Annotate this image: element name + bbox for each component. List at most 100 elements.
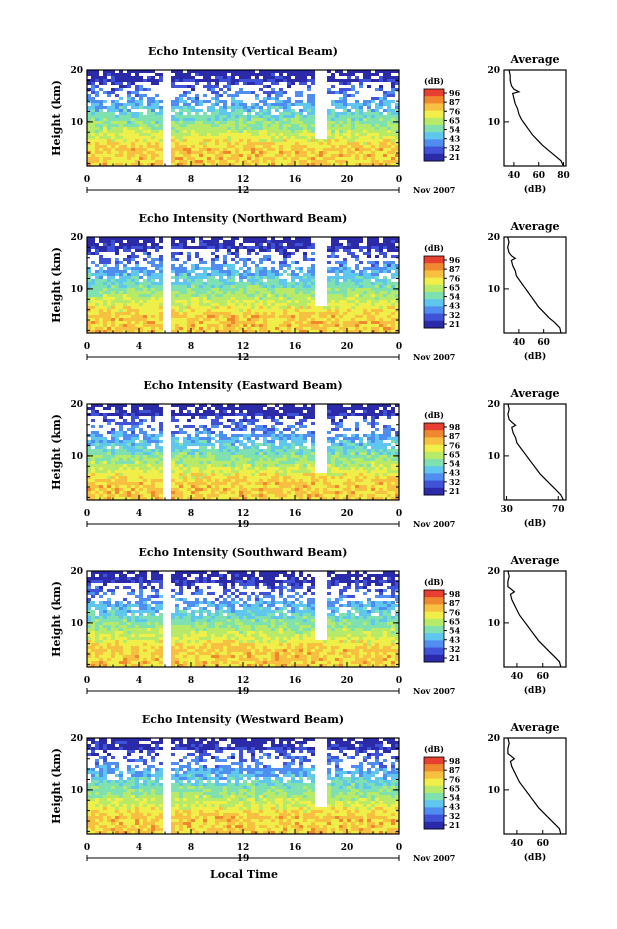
heatmap-cell: [299, 240, 303, 243]
heatmap-cell: [107, 115, 111, 118]
heatmap-cell: [91, 160, 95, 163]
heatmap-cell: [259, 118, 263, 121]
heatmap-cell: [343, 124, 347, 127]
heatmap-cell: [147, 327, 151, 330]
heatmap-cell: [287, 82, 291, 85]
heatmap-cell: [307, 407, 311, 410]
heatmap-cell: [231, 440, 235, 443]
heatmap-cell: [351, 324, 355, 327]
heatmap-cell: [219, 300, 223, 303]
heatmap-cell: [243, 139, 247, 142]
heatmap-cell: [143, 297, 147, 300]
heatmap-cell: [379, 309, 383, 312]
heatmap-cell: [359, 151, 363, 154]
heatmap-cell: [187, 106, 191, 109]
heatmap-cell: [119, 434, 123, 437]
heatmap-cell: [379, 163, 383, 166]
heatmap-cell: [107, 294, 111, 297]
heatmap-cell: [275, 318, 279, 321]
heatmap-cell: [87, 133, 91, 136]
heatmap-cell: [183, 133, 187, 136]
heatmap-cell: [191, 282, 195, 285]
heatmap-cell: [291, 124, 295, 127]
heatmap-cell: [195, 449, 199, 452]
heatmap-cell: [183, 130, 187, 133]
heatmap-cell: [303, 327, 307, 330]
heatmap-cell: [259, 82, 263, 85]
heatmap-cell: [203, 315, 207, 318]
heatmap-cell: [111, 237, 115, 240]
heatmap-cell: [367, 443, 371, 446]
heatmap-cell: [239, 79, 243, 82]
heatmap-cell: [191, 121, 195, 124]
heatmap-cell: [371, 410, 375, 413]
heatmap-cell: [143, 148, 147, 151]
heatmap-cell: [343, 416, 347, 419]
heatmap-cell: [391, 133, 395, 136]
heatmap-cell: [351, 407, 355, 410]
heatmap-cell: [311, 136, 315, 139]
heatmap-cell: [379, 127, 383, 130]
heatmap-cell: [171, 118, 175, 121]
heatmap-cell: [87, 127, 91, 130]
heatmap-cell: [87, 324, 91, 327]
heatmap-cell: [87, 139, 91, 142]
heatmap-cell: [87, 148, 91, 151]
heatmap-cell: [187, 413, 191, 416]
heatmap-cell: [371, 115, 375, 118]
heatmap-cell: [95, 136, 99, 139]
heatmap-cell: [191, 416, 195, 419]
heatmap-cell: [159, 312, 163, 315]
heatmap-cell: [151, 130, 155, 133]
heatmap-cell: [207, 428, 211, 431]
heatmap-cell: [243, 446, 247, 449]
heatmap-cell: [183, 103, 187, 106]
heatmap-cell: [283, 79, 287, 82]
heatmap-cell: [135, 404, 139, 407]
heatmap-cell: [287, 407, 291, 410]
heatmap-cell: [391, 130, 395, 133]
heatmap-cell: [291, 279, 295, 282]
heatmap-cell: [303, 154, 307, 157]
heatmap-cell: [123, 264, 127, 267]
heatmap-cell: [339, 297, 343, 300]
heatmap-cell: [103, 270, 107, 273]
heatmap-cell: [219, 416, 223, 419]
heatmap-cell: [335, 321, 339, 324]
heatmap-cell: [247, 76, 251, 79]
heatmap-cell: [367, 160, 371, 163]
heatmap-cell: [207, 115, 211, 118]
heatmap-cell: [379, 413, 383, 416]
heatmap-cell: [119, 243, 123, 246]
heatmap-cell: [127, 133, 131, 136]
heatmap-cell: [123, 434, 127, 437]
heatmap-cell: [303, 258, 307, 261]
heatmap-cell: [103, 330, 107, 333]
heatmap-cell: [179, 121, 183, 124]
heatmap-cell: [283, 309, 287, 312]
heatmap-cell: [367, 297, 371, 300]
heatmap-cell: [91, 243, 95, 246]
heatmap-cell: [207, 136, 211, 139]
heatmap-cell: [383, 76, 387, 79]
heatmap-cell: [263, 249, 267, 252]
heatmap-cell: [179, 148, 183, 151]
heatmap-cell: [343, 100, 347, 103]
heatmap-cell: [395, 121, 399, 124]
heatmap-cell: [283, 315, 287, 318]
heatmap-cell: [187, 276, 191, 279]
heatmap-cell: [303, 425, 307, 428]
heatmap-cell: [187, 142, 191, 145]
heatmap-cell: [271, 106, 275, 109]
heatmap-cell: [143, 291, 147, 294]
heatmap-cell: [175, 73, 179, 76]
heatmap-cell: [327, 446, 331, 449]
heatmap-cell: [255, 285, 259, 288]
heatmap-cell: [207, 294, 211, 297]
heatmap-cell: [155, 112, 159, 115]
heatmap-cell: [107, 443, 111, 446]
heatmap-cell: [183, 118, 187, 121]
heatmap-cell: [367, 255, 371, 258]
heatmap-cell: [147, 291, 151, 294]
heatmap-cell: [395, 291, 399, 294]
